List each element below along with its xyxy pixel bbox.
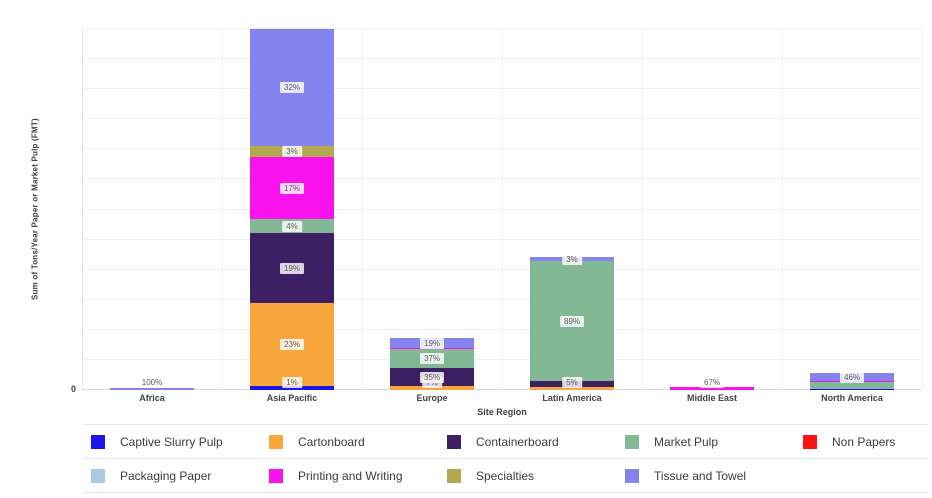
- legend-swatch-icon: [447, 434, 461, 449]
- legend-item-cartonboard[interactable]: Cartonboard: [269, 434, 447, 449]
- y-axis-line: [82, 29, 83, 390]
- percent-label: 100%: [137, 377, 167, 388]
- bar-segment-cartonboard[interactable]: [530, 387, 614, 390]
- percent-label: 3%: [282, 146, 302, 158]
- legend-label: Printing and Writing: [298, 468, 403, 483]
- bar-segment-tissue-and-towel[interactable]: [110, 387, 194, 390]
- bar-middle-east: 67%: [670, 377, 754, 390]
- legend: Captive Slurry Pulp Cartonboard Containerb…: [83, 424, 928, 493]
- percent-label: 5%: [562, 377, 582, 388]
- legend-item-non-papers[interactable]: Non Papers: [803, 434, 932, 449]
- percent-label: 17%: [279, 182, 305, 194]
- percent-label: 37%: [419, 353, 445, 365]
- legend-item-market-pulp[interactable]: Market Pulp: [625, 434, 803, 449]
- gridline-horizontal: [82, 28, 922, 29]
- legend-swatch-icon: [91, 468, 105, 483]
- bar-segment-captive-slurry-pulp[interactable]: [810, 389, 894, 390]
- legend-item-containerboard[interactable]: Containerboard: [447, 434, 625, 449]
- percent-label: 1%: [282, 377, 302, 388]
- percent-label: 67%: [699, 377, 725, 388]
- percent-label: 23%: [279, 339, 305, 351]
- legend-label: Cartonboard: [298, 434, 365, 449]
- legend-row: Packaging Paper Printing and Writing Speci…: [83, 458, 928, 492]
- bar-north-america: 46%: [810, 372, 894, 390]
- legend-label: Non Papers: [832, 434, 896, 449]
- bar-segment-market-pulp[interactable]: [810, 381, 894, 390]
- legend-swatch-icon: [91, 434, 105, 449]
- legend-label: Specialties: [476, 468, 535, 483]
- gridline-vertical: [782, 29, 783, 390]
- bar-segment-captive-slurry-pulp[interactable]: [250, 386, 334, 390]
- x-tick-middle-east: Middle East: [686, 393, 737, 403]
- legend-swatch-icon: [625, 468, 639, 483]
- legend-label: Captive Slurry Pulp: [120, 434, 223, 449]
- gridline-vertical: [222, 29, 223, 390]
- legend-swatch-icon: [803, 434, 817, 449]
- gridline-vertical: [502, 29, 503, 390]
- gridline-vertical: [362, 29, 363, 390]
- bar-africa: 100%: [110, 377, 194, 390]
- percent-label: 4%: [282, 220, 302, 232]
- bar-latin-america: 5% 89% 3%: [530, 254, 614, 390]
- gridline-vertical: [922, 29, 923, 390]
- x-tick-latin-america: Latin America: [542, 393, 602, 403]
- percent-label: 89%: [559, 315, 585, 327]
- percent-label: 3%: [562, 254, 582, 266]
- legend-label: Containerboard: [476, 434, 559, 449]
- legend-item-captive-slurry-pulp[interactable]: Captive Slurry Pulp: [91, 434, 269, 449]
- legend-swatch-icon: [447, 468, 461, 483]
- percent-label: 35%: [419, 372, 445, 384]
- legend-swatch-icon: [625, 434, 639, 449]
- x-tick-asia-pacific: Asia Pacific: [266, 393, 318, 403]
- plot-area: 100%1%23%19%4%17%3%32%7%35%37%19%5%89%3%…: [82, 28, 923, 390]
- legend-label: Packaging Paper: [120, 468, 212, 483]
- x-tick-africa: Africa: [139, 393, 165, 403]
- bar-europe: 7%35%37%19%: [390, 337, 474, 390]
- bar-segment-printing-and-writing[interactable]: [670, 387, 754, 390]
- legend-label: Market Pulp: [654, 434, 719, 449]
- bar-asia-pacific: 1% 23% 19% 4% 17% 3% 32%: [250, 29, 334, 390]
- legend-swatch-icon: [269, 468, 283, 483]
- percent-label: 19%: [279, 262, 305, 274]
- x-axis-title: Site Region: [477, 407, 527, 417]
- percent-label: 46%: [839, 372, 865, 384]
- legend-item-tissue-and-towel[interactable]: Tissue and Towel: [625, 468, 803, 483]
- y-axis-title: Sum of Tons/Year Paper or Market Pulp (F…: [30, 118, 40, 301]
- percent-label: 19%: [419, 337, 445, 349]
- legend-swatch-icon: [269, 434, 283, 449]
- legend-label: Tissue and Towel: [654, 468, 747, 483]
- gridline-vertical: [642, 29, 643, 390]
- legend-item-printing-and-writing[interactable]: Printing and Writing: [269, 468, 447, 483]
- y-tick-0: 0: [70, 384, 76, 394]
- x-tick-north-america: North America: [821, 393, 883, 403]
- legend-item-packaging-paper[interactable]: Packaging Paper: [91, 468, 269, 483]
- x-axis-ticks: Africa Asia Pacific Europe Latin America Mid…: [82, 393, 922, 405]
- percent-label: 32%: [279, 82, 305, 94]
- legend-item-specialties[interactable]: Specialties: [447, 468, 625, 483]
- bar-segment-cartonboard[interactable]: [390, 386, 474, 390]
- legend-row: Captive Slurry Pulp Cartonboard Containerb…: [83, 424, 928, 458]
- x-tick-europe: Europe: [416, 393, 448, 403]
- x-axis-line: [82, 389, 922, 390]
